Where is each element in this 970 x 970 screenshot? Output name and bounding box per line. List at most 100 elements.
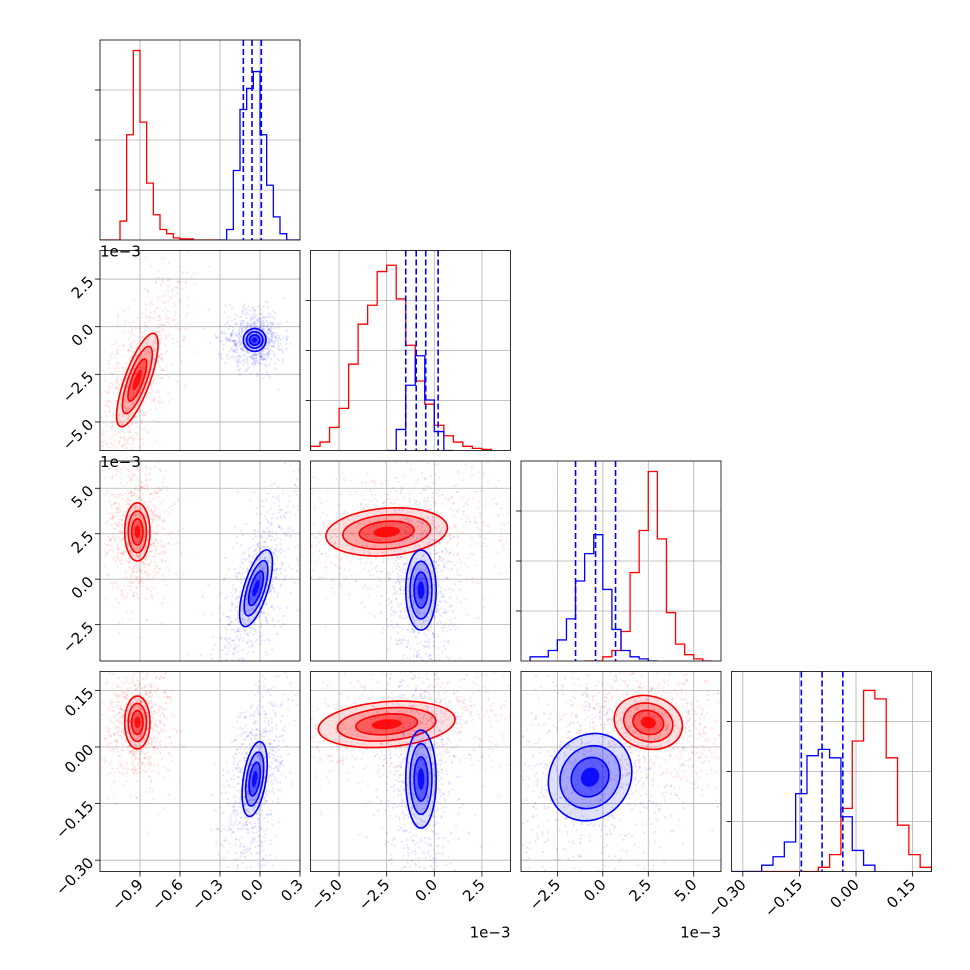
scatter-point	[487, 525, 491, 528]
scatter-point	[373, 615, 377, 618]
scatter-point	[154, 353, 157, 356]
scatter-point	[435, 531, 438, 534]
scatter-point	[484, 502, 487, 506]
scatter-point	[239, 347, 242, 350]
scatter-point	[515, 499, 517, 501]
scatter-point	[233, 349, 236, 352]
scatter-point	[263, 531, 266, 534]
scatter-point	[126, 610, 129, 614]
scatter-point	[259, 317, 263, 320]
scatter-point	[273, 624, 276, 628]
scatter-point	[123, 544, 126, 548]
scatter-point	[259, 564, 262, 567]
scatter-point	[132, 567, 135, 570]
scatter-point	[179, 328, 182, 331]
scatter-point	[262, 611, 266, 614]
scatter-point	[245, 370, 248, 373]
scatter-point	[320, 502, 323, 505]
scatter-point	[139, 535, 142, 538]
scatter-point	[132, 594, 135, 597]
scatter-point	[196, 580, 198, 582]
scatter-point	[142, 344, 145, 348]
scatter-point	[146, 700, 149, 703]
scatter-point	[273, 317, 276, 320]
scatter-point	[142, 403, 145, 406]
scatter-point	[445, 610, 448, 614]
scatter-point	[312, 476, 316, 479]
scatter-point	[441, 550, 444, 553]
scatter-point	[265, 351, 269, 354]
scatter-point	[271, 315, 274, 318]
scatter-point	[417, 649, 420, 652]
scatter-point	[111, 383, 114, 386]
scatter-point	[236, 605, 239, 608]
scatter-point	[285, 348, 288, 351]
scatter-point	[252, 550, 256, 553]
scatter-point	[235, 323, 238, 326]
scatter-point	[132, 544, 135, 547]
scatter-point	[340, 471, 344, 474]
scatter-point	[84, 480, 86, 482]
scatter-point	[140, 330, 143, 334]
scatter-point	[422, 554, 425, 557]
scatter-point	[307, 510, 309, 512]
scatter-point	[262, 327, 265, 330]
scatter-point	[76, 457, 78, 459]
scatter-point	[343, 578, 346, 581]
scatter-point	[238, 355, 241, 358]
scatter-point	[423, 569, 426, 572]
scatter-point	[165, 365, 169, 368]
scatter-point	[425, 635, 428, 638]
scatter-point	[159, 567, 162, 570]
scatter-point	[500, 521, 503, 525]
scatter-point	[140, 421, 143, 425]
scatter-point	[416, 578, 419, 581]
scatter-point	[263, 521, 265, 523]
scatter-point	[237, 333, 241, 336]
scatter-point	[177, 530, 180, 533]
scatter-point	[447, 624, 450, 627]
scatter-point	[125, 438, 128, 441]
scatter-point	[414, 662, 416, 664]
scatter-point	[161, 707, 164, 711]
scatter-point	[185, 575, 187, 577]
scatter-point	[129, 343, 132, 346]
scatter-point	[248, 617, 251, 620]
scatter-point	[157, 354, 160, 357]
scatter-point	[417, 567, 420, 570]
scatter-point	[294, 484, 297, 487]
scatter-point	[252, 540, 254, 542]
scatter-point	[311, 492, 314, 495]
scatter-point	[153, 729, 156, 732]
scatter-point	[341, 545, 344, 548]
scatter-point	[412, 498, 415, 501]
scatter-point	[141, 312, 144, 315]
scatter-point	[254, 353, 257, 357]
scatter-point	[145, 338, 148, 341]
scatter-point	[166, 489, 169, 492]
scatter-point	[420, 525, 424, 528]
scatter-point	[133, 526, 136, 529]
scatter-point	[461, 510, 464, 513]
scatter-point	[161, 368, 165, 372]
scatter-point	[456, 529, 459, 532]
scatter-point	[286, 336, 289, 339]
scatter-point	[359, 502, 363, 505]
scatter-point	[456, 553, 459, 556]
scatter-point	[175, 573, 178, 576]
scatter-point	[171, 759, 174, 762]
scatter-point	[118, 510, 121, 513]
scatter-point	[160, 376, 163, 380]
scatter-point	[422, 523, 426, 526]
scatter-point	[392, 486, 395, 490]
scatter-point	[139, 744, 142, 747]
scatter-point	[111, 682, 115, 685]
scatter-point	[416, 521, 419, 524]
scatter-point	[375, 570, 379, 573]
scatter-point	[251, 362, 255, 366]
scatter-point	[280, 338, 283, 342]
scatter-point	[267, 352, 270, 355]
scatter-point	[126, 560, 129, 563]
scatter-point	[134, 540, 138, 543]
scatter-point	[153, 330, 156, 334]
